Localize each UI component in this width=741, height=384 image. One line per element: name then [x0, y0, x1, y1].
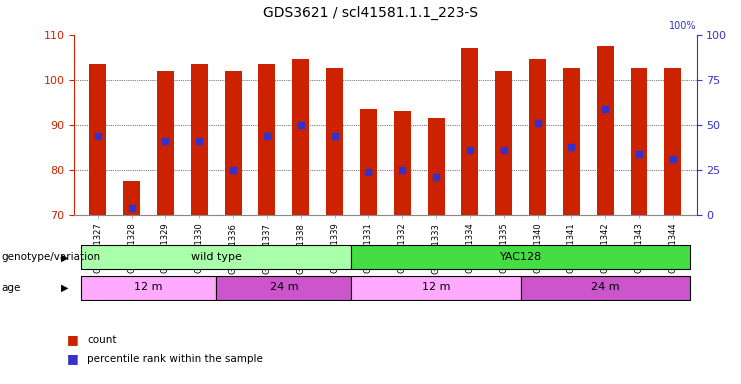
Text: ■: ■ [67, 353, 79, 366]
Text: ▶: ▶ [61, 252, 68, 262]
Bar [351, 245, 690, 270]
Text: ▶: ▶ [61, 283, 68, 293]
Bar [563, 68, 579, 215]
Text: GDS3621 / scl41581.1.1_223-S: GDS3621 / scl41581.1.1_223-S [263, 6, 478, 20]
Bar [292, 60, 309, 215]
Bar [157, 71, 174, 215]
Text: 12 m: 12 m [134, 283, 163, 293]
Bar [90, 64, 106, 215]
Point [396, 167, 408, 173]
Bar [631, 68, 648, 215]
Bar [462, 48, 479, 215]
Bar [81, 245, 351, 270]
Point [227, 167, 239, 173]
Text: 100%: 100% [669, 21, 697, 31]
Text: 24 m: 24 m [270, 283, 298, 293]
Point [193, 137, 205, 144]
Bar [495, 71, 512, 215]
Text: genotype/variation: genotype/variation [1, 252, 101, 262]
Bar [428, 118, 445, 215]
Point [565, 144, 577, 151]
Point [261, 133, 273, 139]
Bar [393, 111, 411, 215]
Point [599, 106, 611, 112]
Text: 24 m: 24 m [591, 283, 619, 293]
Bar [259, 64, 276, 215]
Text: wild type: wild type [190, 252, 242, 262]
Text: percentile rank within the sample: percentile rank within the sample [87, 354, 263, 364]
Bar [521, 276, 690, 300]
Bar [123, 181, 140, 215]
Point [159, 137, 171, 144]
Point [92, 133, 104, 139]
Text: YAC128: YAC128 [499, 252, 542, 262]
Bar [360, 109, 377, 215]
Bar [225, 71, 242, 215]
Bar [216, 276, 351, 300]
Bar [326, 68, 343, 215]
Point [464, 147, 476, 153]
Point [329, 133, 341, 139]
Point [430, 174, 442, 180]
Bar [597, 46, 614, 215]
Bar [191, 64, 207, 215]
Point [295, 122, 307, 128]
Text: age: age [1, 283, 21, 293]
Text: 12 m: 12 m [422, 283, 451, 293]
Point [126, 205, 138, 211]
Text: count: count [87, 335, 117, 345]
Point [531, 119, 543, 126]
Bar [81, 276, 216, 300]
Point [633, 151, 645, 157]
Point [667, 156, 679, 162]
Point [362, 169, 374, 175]
Bar [351, 276, 521, 300]
Point [498, 147, 510, 153]
Text: ■: ■ [67, 333, 79, 346]
Bar [529, 60, 546, 215]
Bar [665, 68, 681, 215]
